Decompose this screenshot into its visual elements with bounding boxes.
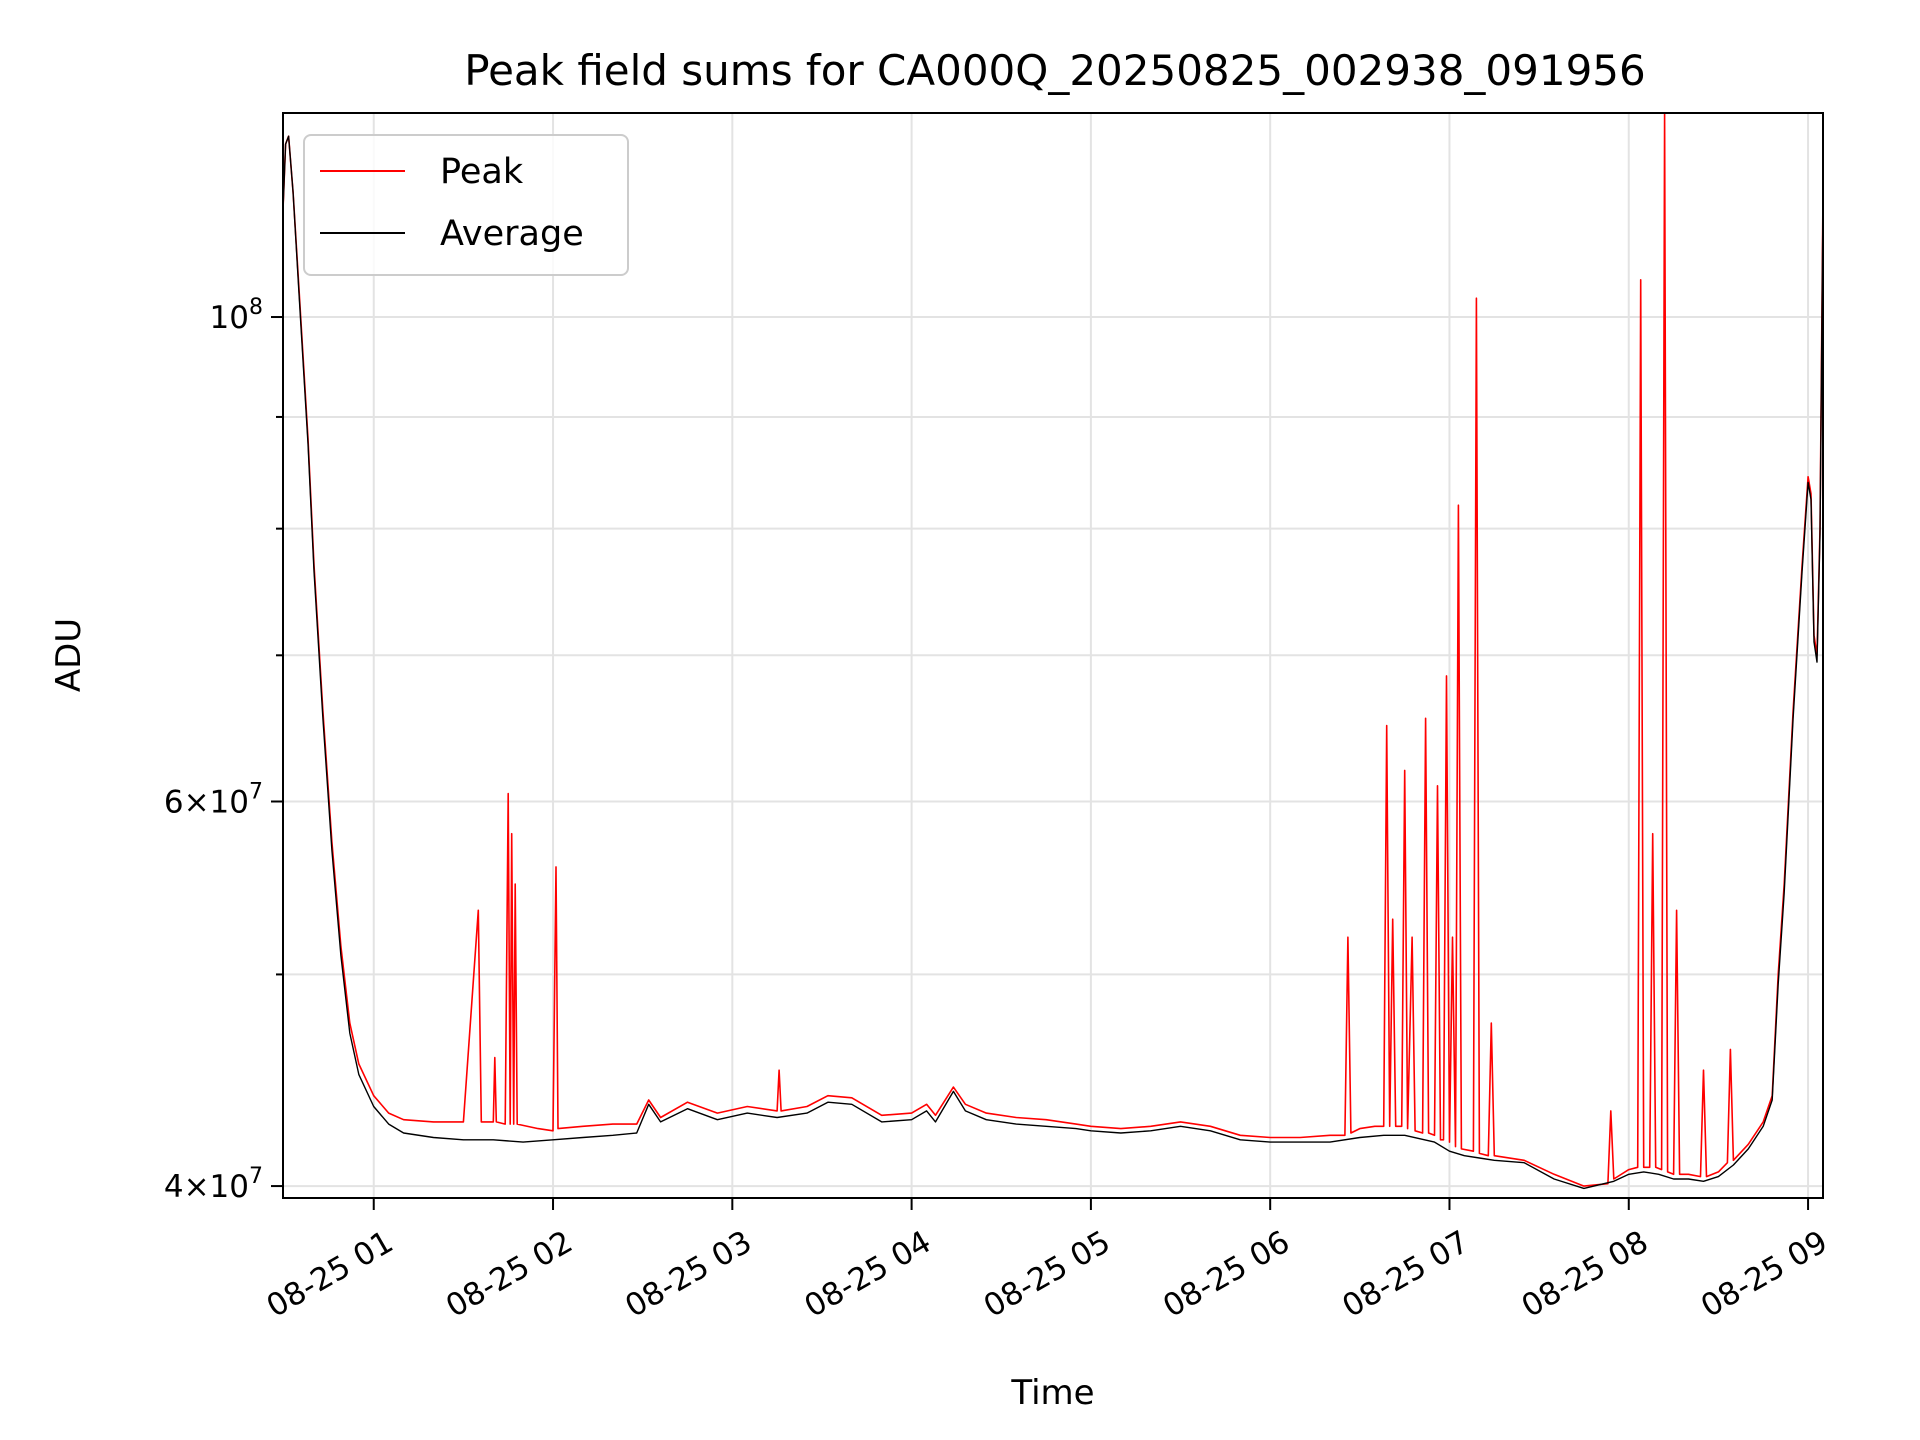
legend-label-average: Average <box>440 214 584 254</box>
series-line-peak <box>282 112 1824 1187</box>
grid <box>283 113 1823 1198</box>
legend: Peak Average <box>303 134 629 276</box>
series-layer <box>282 112 1824 1190</box>
x-axis-label: Time <box>1010 1373 1094 1413</box>
legend-label-peak: Peak <box>440 152 524 192</box>
series-line-average <box>282 135 1824 1190</box>
y-tick-label: 6×107 <box>164 780 263 821</box>
chart-title: Peak field sums for CA000Q_20250825_0029… <box>464 46 1646 95</box>
y-tick-label: 108 <box>210 295 263 336</box>
y-tick-label: 4×107 <box>164 1164 263 1205</box>
y-axis-label: ADU <box>49 618 89 692</box>
